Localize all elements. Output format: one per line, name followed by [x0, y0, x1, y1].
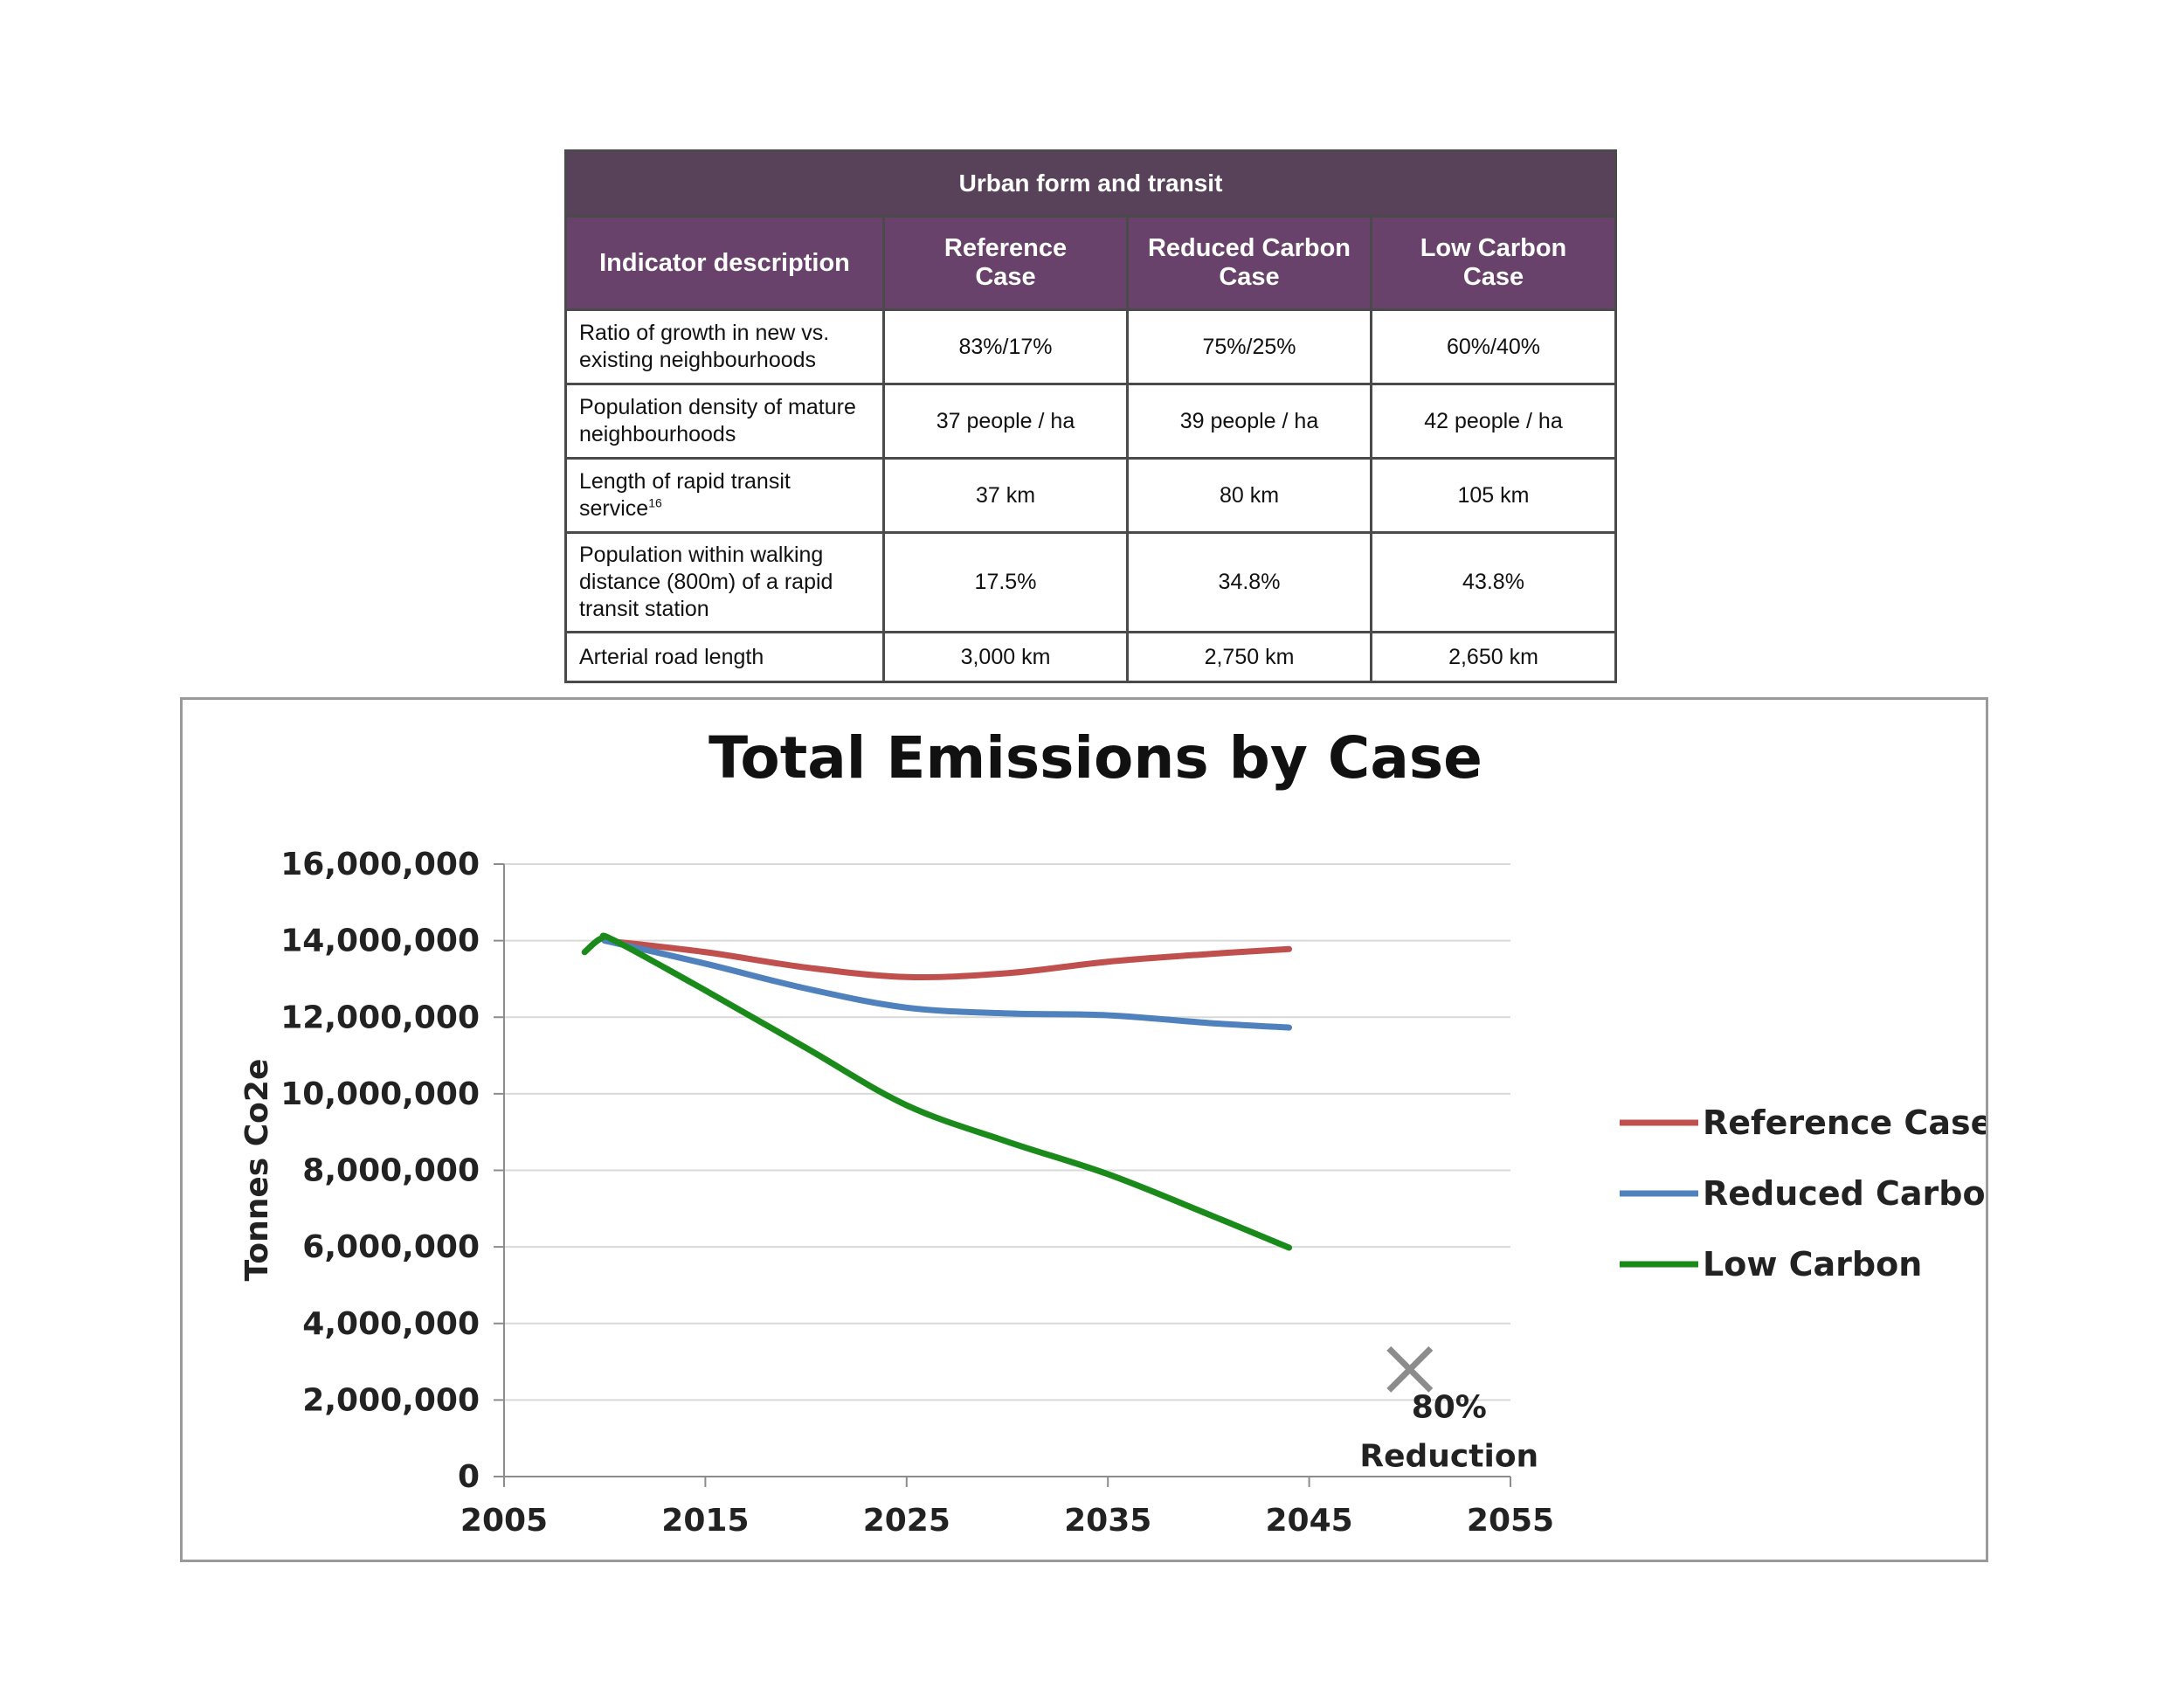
- y-tick-label: 4,000,000: [302, 1306, 480, 1342]
- y-tick-label: 2,000,000: [302, 1382, 480, 1418]
- header-reference-case-text: Reference Case: [943, 234, 1068, 291]
- footnote-marker: 16: [648, 495, 662, 510]
- row-description-cell: Length of rapid transit service16: [564, 457, 885, 534]
- row-value-reference: 37 people / ha: [882, 383, 1129, 460]
- header-reduced-carbon-case: Reduced Carbon Case: [1126, 215, 1372, 311]
- x-tick-label: 2035: [1064, 1503, 1151, 1539]
- row-description: Length of rapid transit service: [579, 469, 791, 521]
- emissions-chart-frame: Total Emissions by Case Tonnes Co2e 0 2,0…: [180, 697, 1988, 1562]
- row-value-reference: 37 km: [882, 457, 1129, 534]
- header-low-carbon-case: Low Carbon Case: [1370, 215, 1617, 311]
- row-value-low: 2,650 km: [1370, 631, 1617, 683]
- chart-title: Total Emissions by Case: [708, 724, 1482, 792]
- table-row: Ratio of growth in new vs. existing neig…: [564, 308, 1617, 385]
- header-reduced-carbon-case-text: Reduced Carbon Case: [1147, 234, 1351, 291]
- y-tick-label: 6,000,000: [302, 1229, 480, 1265]
- indicator-table: Urban form and transit Indicator descrip…: [564, 149, 1617, 683]
- row-value-low: 43.8%: [1370, 531, 1617, 633]
- y-tick-label: 8,000,000: [302, 1153, 480, 1189]
- table-header-row: Indicator description Reference Case Red…: [564, 215, 1617, 311]
- series-line-reference-case: [601, 937, 1293, 981]
- x-tick-label: 2015: [661, 1503, 749, 1539]
- y-tick-label: 12,000,000: [280, 1000, 480, 1035]
- x-marker-icon: [1386, 1346, 1434, 1393]
- y-axis-label: Tonnes Co2e: [239, 1059, 275, 1282]
- table-row: Population density of mature neighbourho…: [564, 383, 1617, 460]
- x-marker-stroke: [1386, 1346, 1434, 1393]
- legend-label-reference-case: Reference Case: [1703, 1103, 1986, 1142]
- row-value-reference: 17.5%: [882, 531, 1129, 633]
- series-line-reduced-carbon: [601, 937, 1293, 1031]
- y-tick-label: 14,000,000: [280, 924, 480, 959]
- series-line-low-carbon: [581, 932, 1293, 1251]
- table-row: Population within walking distance (800m…: [564, 531, 1617, 633]
- legend-label-reduced-carbon: Reduced Carbon: [1703, 1174, 1986, 1213]
- header-low-carbon-case-text: Low Carbon Case: [1420, 234, 1567, 291]
- row-value-reduced: 80 km: [1126, 457, 1372, 534]
- axes: [494, 863, 1511, 1487]
- row-value-reference: 3,000 km: [882, 631, 1129, 683]
- header-reference-case: Reference Case: [882, 215, 1129, 311]
- row-description: Ratio of growth in new vs. existing neig…: [564, 308, 885, 385]
- annotation-label: 80%: [1412, 1389, 1487, 1425]
- x-tick-label: 2045: [1265, 1503, 1352, 1539]
- emissions-chart: Total Emissions by Case Tonnes Co2e 0 2,0…: [239, 724, 1986, 1539]
- y-tick-labels: 0 2,000,000 4,000,000 6,000,000 8,000,000 10,…: [280, 847, 480, 1495]
- y-tick-label: 10,000,000: [280, 1076, 480, 1112]
- x-tick-labels: 2005 2015 2025 2035 2045 2055: [460, 1503, 1554, 1539]
- row-value-reference: 83%/17%: [882, 308, 1129, 385]
- table-title-row: Urban form and transit: [564, 149, 1617, 218]
- row-value-low: 42 people / ha: [1370, 383, 1617, 460]
- row-value-reduced: 39 people / ha: [1126, 383, 1372, 460]
- annotation-label: Reduction: [1359, 1438, 1538, 1474]
- row-description: Arterial road length: [564, 631, 885, 683]
- row-value-reduced: 2,750 km: [1126, 631, 1372, 683]
- table-row: Arterial road length 3,000 km 2,750 km 2…: [564, 631, 1617, 683]
- row-description: Population density of mature neighbourho…: [564, 383, 885, 460]
- indicator-table-container: Urban form and transit Indicator descrip…: [564, 149, 1617, 683]
- row-value-reduced: 34.8%: [1126, 531, 1372, 633]
- row-value-low: 60%/40%: [1370, 308, 1617, 385]
- annotations: 80% Reduction: [1359, 1346, 1538, 1474]
- x-tick-label: 2055: [1467, 1503, 1554, 1539]
- legend-label-low-carbon: Low Carbon: [1703, 1245, 1922, 1283]
- row-description: Population within walking distance (800m…: [564, 531, 885, 633]
- legend: Reference Case Reduced Carbon Low Carbon: [1620, 1103, 1986, 1283]
- table-row: Length of rapid transit service16 37 km …: [564, 457, 1617, 534]
- table-title: Urban form and transit: [564, 149, 1617, 218]
- header-indicator-description: Indicator description: [564, 215, 885, 311]
- row-value-reduced: 75%/25%: [1126, 308, 1372, 385]
- gridlines: [504, 863, 1510, 1401]
- x-tick-label: 2005: [460, 1503, 548, 1539]
- x-tick-label: 2025: [863, 1503, 950, 1539]
- row-value-low: 105 km: [1370, 457, 1617, 534]
- y-tick-label: 0: [458, 1459, 480, 1495]
- y-tick-label: 16,000,000: [280, 847, 480, 882]
- series-lines: [581, 932, 1293, 1251]
